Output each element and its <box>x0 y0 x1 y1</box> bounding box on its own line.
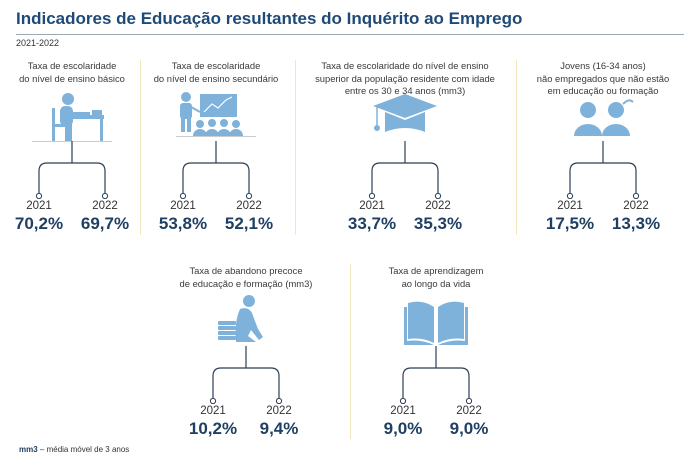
student-at-desk-icon <box>32 90 112 142</box>
indicator-value: 69,7% <box>80 214 130 233</box>
indicator-value: 9,0% <box>383 419 423 438</box>
indicator-title-line: do nível de ensino secundário <box>153 72 279 84</box>
indicator-value: 10,2% <box>188 419 238 438</box>
indicator-title: Taxa de escolaridade do nível de ensino s… <box>126 60 306 85</box>
indicator-title-line: do nível de ensino básico <box>19 72 125 84</box>
indicator-value: 9,4% <box>259 419 299 438</box>
indicator-title: Taxa de escolaridade do nível de ensino b… <box>0 60 162 85</box>
indicator-title-line: ao longo da vida <box>401 277 471 289</box>
bracket-connector <box>32 141 112 200</box>
indicator-value: 9,0% <box>449 419 489 438</box>
year-label: 2021 <box>390 405 416 417</box>
indicator-panel: Taxa de escolaridade do nível de ensino s… <box>126 60 306 240</box>
indicator-title: Jovens (16-34 anos) não empregados que nã… <box>513 60 693 98</box>
indicator-title-line: Taxa de abandono precoce <box>189 265 303 276</box>
bracket-connector <box>176 141 256 200</box>
indicator-value: 52,1% <box>224 214 274 233</box>
divider <box>516 60 517 235</box>
two-people-icon <box>563 90 643 142</box>
person-sitting-books-icon <box>206 295 286 347</box>
year-label: 2021 <box>26 200 52 212</box>
divider <box>140 60 141 235</box>
indicator-title-line: não empregados que não estão <box>536 72 670 84</box>
indicator-title-line: de educação e formação (mm3) <box>179 277 313 289</box>
bracket-connector <box>563 141 643 200</box>
indicator-title-line: Taxa de aprendizagem <box>388 265 484 276</box>
year-label: 2022 <box>425 200 451 212</box>
open-book-icon <box>396 295 476 347</box>
year-label: 2021 <box>170 200 196 212</box>
indicator-title: Taxa de aprendizagem ao longo da vida <box>346 265 526 290</box>
indicator-title-line: em educação ou formação <box>547 85 659 96</box>
footnote: mm3 – média móvel de 3 anos <box>19 445 129 454</box>
indicator-title-line: entre os 30 e 34 anos (mm3) <box>344 85 466 96</box>
indicator-panel: Taxa de abandono precoce de educação e fo… <box>156 265 336 445</box>
indicator-value: 53,8% <box>158 214 208 233</box>
indicator-title: Taxa de abandono precoce de educação e fo… <box>156 265 336 290</box>
divider <box>295 60 296 235</box>
footnote-text: – média móvel de 3 anos <box>37 445 130 454</box>
indicator-title: Taxa de escolaridade do nível de ensino s… <box>315 60 495 98</box>
bracket-connector <box>396 346 476 405</box>
year-label: 2022 <box>92 200 118 212</box>
bracket-connector <box>206 346 286 405</box>
title-rule <box>16 34 684 35</box>
indicator-value: 33,7% <box>347 214 397 233</box>
indicator-title-line: superior da população residente com idad… <box>315 72 495 84</box>
indicator-panel: Taxa de escolaridade do nível de ensino s… <box>315 60 495 240</box>
year-label: 2021 <box>557 200 583 212</box>
indicator-title-line: Taxa de escolaridade <box>171 60 261 71</box>
divider <box>350 264 351 439</box>
indicator-value: 17,5% <box>545 214 595 233</box>
indicator-panel: Jovens (16-34 anos) não empregados que nã… <box>513 60 693 240</box>
year-label: 2021 <box>359 200 385 212</box>
year-label: 2022 <box>623 200 649 212</box>
indicator-title-line: Taxa de escolaridade do nível de ensino <box>321 60 489 71</box>
year-label: 2022 <box>266 405 292 417</box>
year-label: 2022 <box>456 405 482 417</box>
page-title: Indicadores de Educação resultantes do I… <box>16 9 523 28</box>
indicator-value: 70,2% <box>14 214 64 233</box>
indicator-panel: Taxa de escolaridade do nível de ensino b… <box>0 60 162 240</box>
indicator-title-line: Taxa de escolaridade <box>27 60 117 71</box>
indicator-panel: Taxa de aprendizagem ao longo da vida 2021… <box>346 265 526 445</box>
bracket-connector <box>365 141 445 200</box>
period-label: 2021-2022 <box>16 38 60 48</box>
year-label: 2022 <box>236 200 262 212</box>
year-label: 2021 <box>200 405 226 417</box>
indicator-value: 13,3% <box>611 214 661 233</box>
graduation-cap-icon <box>365 90 445 142</box>
teacher-classroom-icon <box>176 90 256 142</box>
indicator-value: 35,3% <box>413 214 463 233</box>
footnote-abbr: mm3 <box>19 445 38 454</box>
indicator-title-line: Jovens (16-34 anos) <box>560 60 646 71</box>
